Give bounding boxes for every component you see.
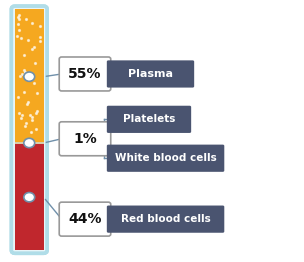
FancyBboxPatch shape (107, 205, 224, 233)
Bar (15, 142, 43, 144)
Text: 44%: 44% (68, 212, 102, 226)
Text: Platelets: Platelets (123, 114, 175, 124)
FancyBboxPatch shape (107, 106, 191, 133)
FancyBboxPatch shape (59, 57, 111, 91)
FancyBboxPatch shape (107, 60, 194, 88)
Circle shape (24, 193, 35, 202)
Text: 55%: 55% (68, 67, 102, 81)
Text: Plasma: Plasma (128, 69, 173, 79)
FancyBboxPatch shape (59, 122, 111, 156)
Bar (15, 9, 43, 142)
Circle shape (24, 138, 35, 148)
FancyBboxPatch shape (107, 145, 224, 172)
FancyBboxPatch shape (59, 202, 111, 236)
Bar (15, 144, 43, 250)
Circle shape (24, 72, 35, 81)
Text: Red blood cells: Red blood cells (121, 214, 210, 224)
FancyBboxPatch shape (11, 6, 47, 253)
Text: 1%: 1% (73, 132, 97, 146)
Text: White blood cells: White blood cells (115, 153, 216, 163)
